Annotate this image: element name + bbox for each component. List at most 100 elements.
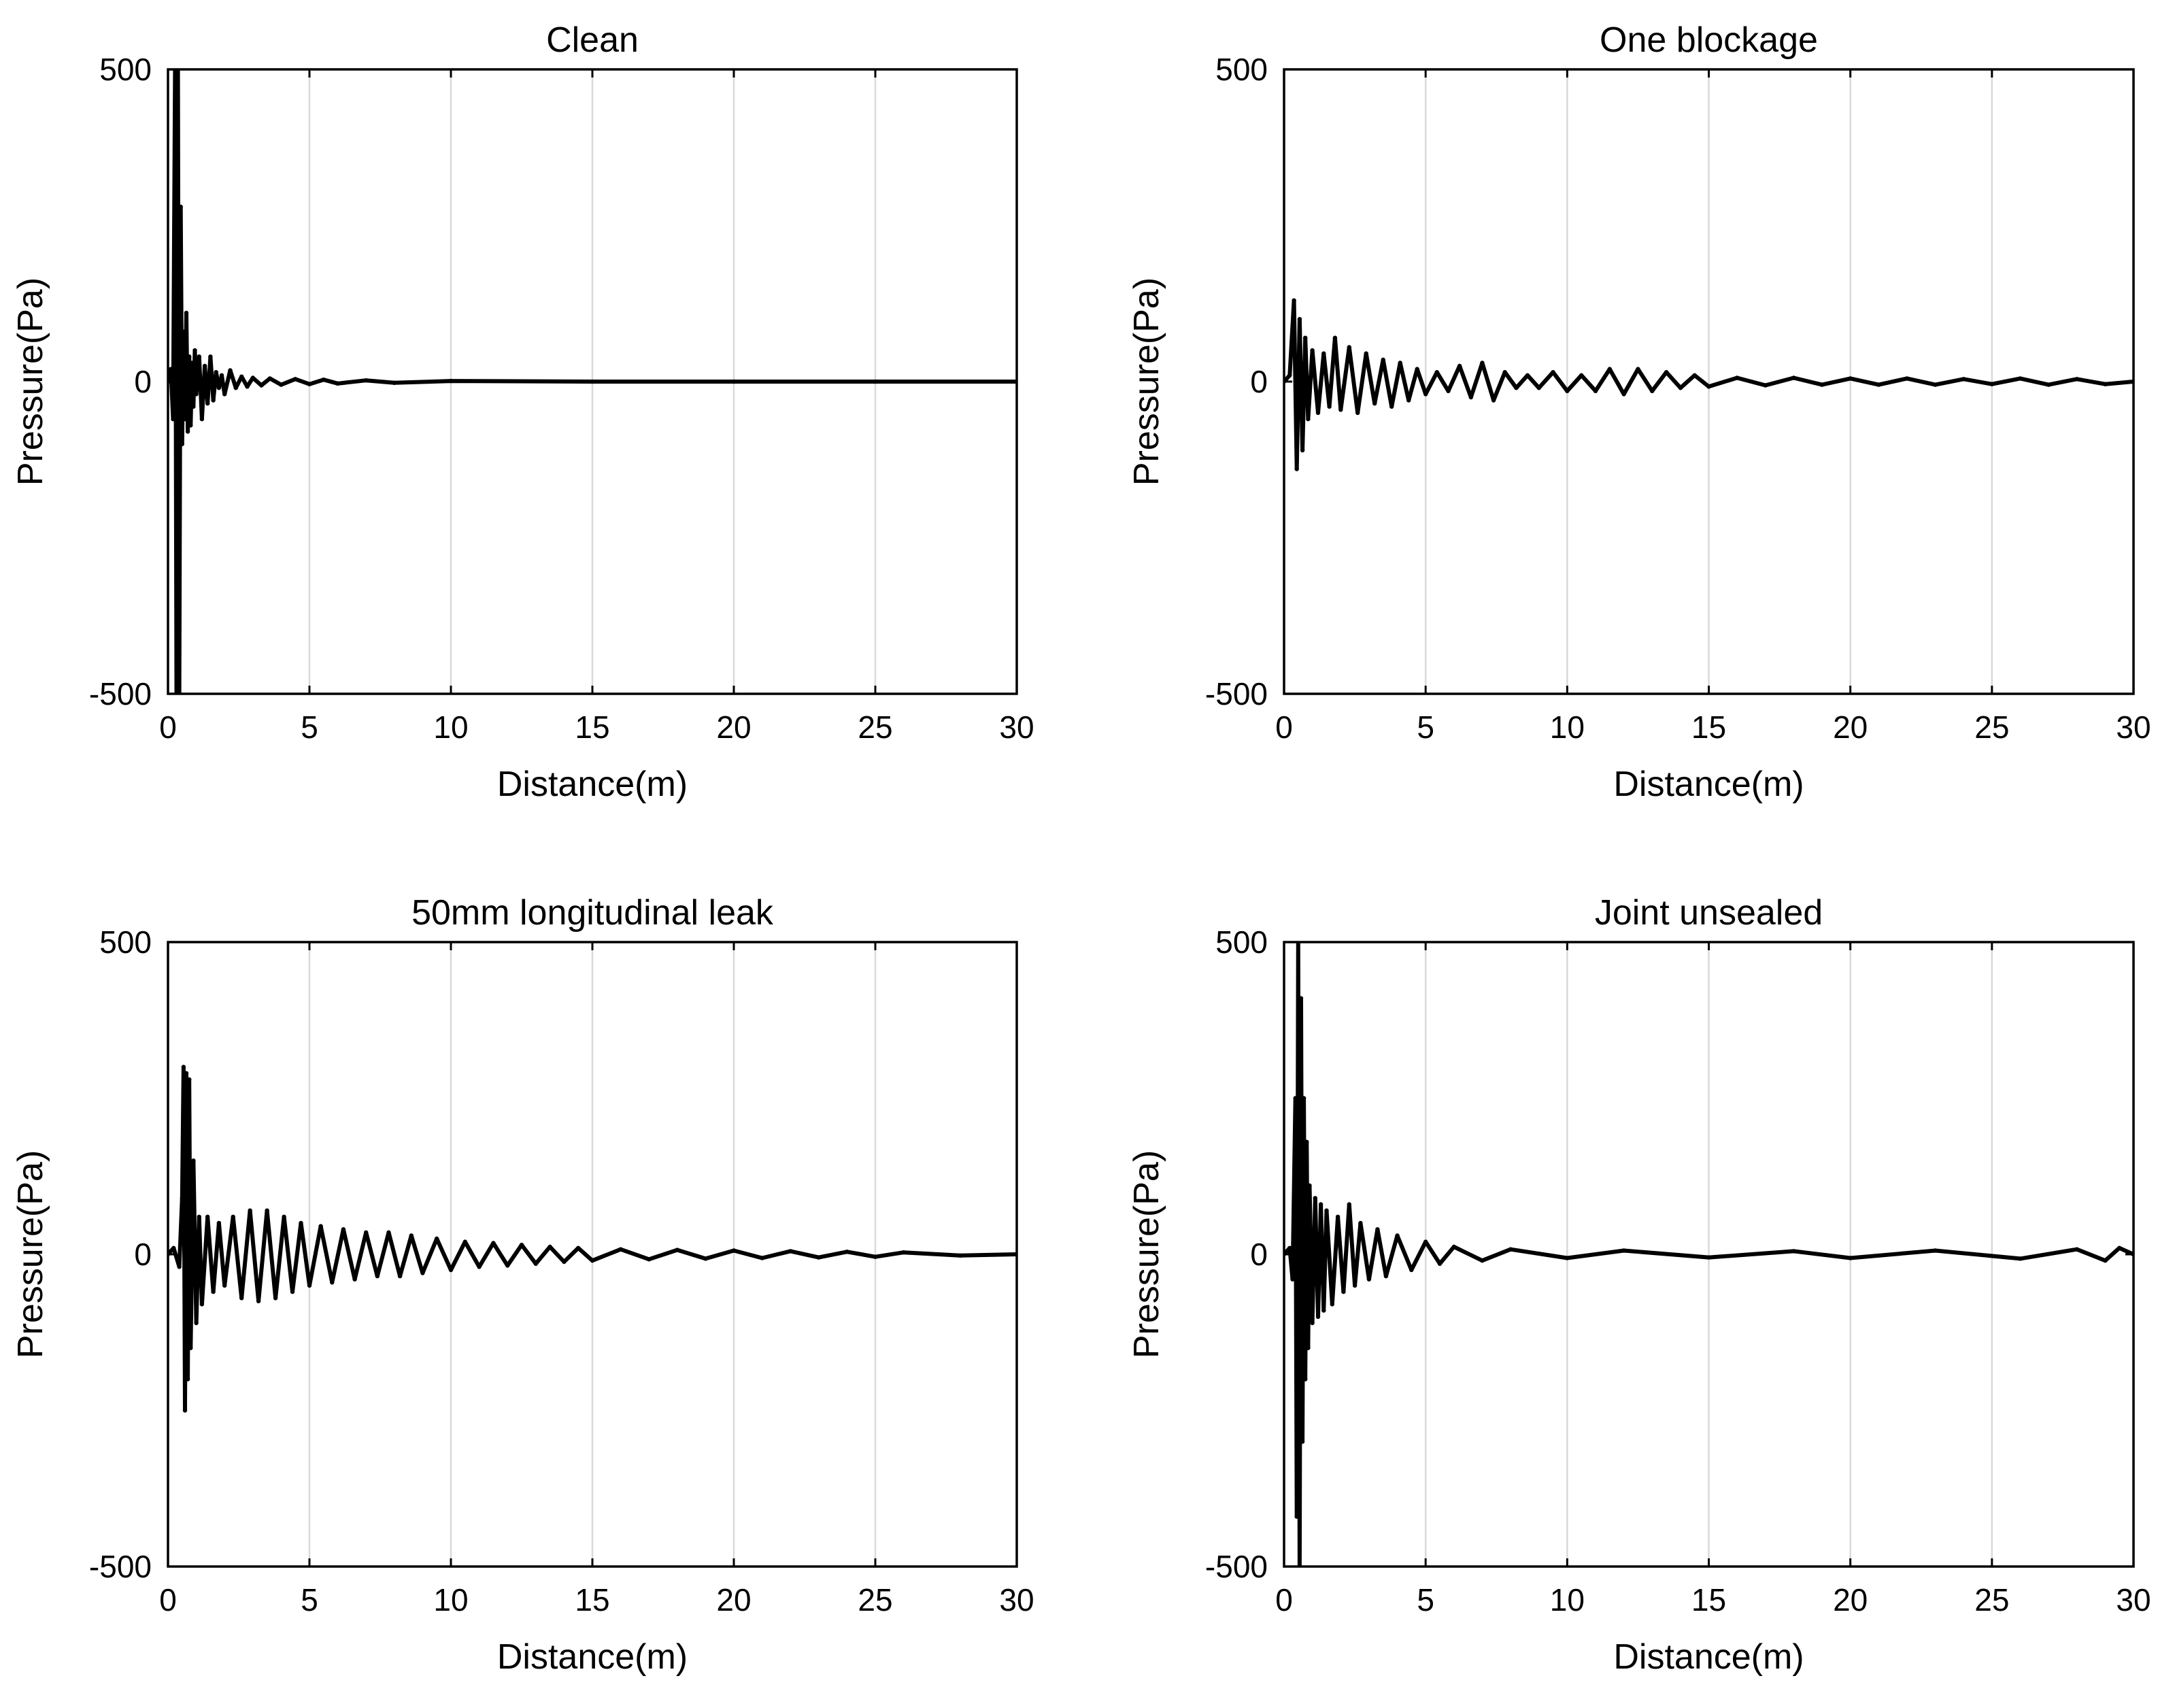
x-tick-label: 15 [1691, 709, 1726, 745]
data-point [1525, 373, 1530, 378]
data-point [1306, 1345, 1311, 1350]
data-point [1315, 410, 1321, 416]
data-point [2018, 1256, 2023, 1261]
data-point [182, 416, 188, 422]
y-tick-label: 0 [134, 364, 152, 399]
data-point [1664, 370, 1669, 375]
data-point [267, 376, 272, 381]
data-point [1423, 392, 1428, 397]
data-point [180, 441, 184, 446]
data-point [233, 386, 238, 390]
data-point [199, 416, 205, 422]
x-tick-label: 15 [1691, 1582, 1726, 1618]
data-point [1292, 298, 1296, 303]
chart-title: Clean [546, 20, 639, 60]
data-point [462, 1239, 467, 1244]
data-point [1650, 388, 1655, 393]
data-point [1347, 1202, 1352, 1207]
data-point [505, 1263, 510, 1268]
data-point [1332, 335, 1338, 340]
data-point [187, 354, 192, 359]
data-point [202, 363, 207, 369]
x-tick-label: 0 [1275, 709, 1293, 745]
data-point [181, 1065, 186, 1069]
data-point [1480, 361, 1485, 365]
data-point [197, 354, 201, 359]
data-point [282, 1214, 286, 1220]
data-point [1297, 317, 1302, 322]
data-point [547, 1244, 552, 1250]
data-point [590, 1258, 595, 1263]
data-point [1579, 373, 1584, 378]
data-point [1933, 382, 1938, 387]
data-point [239, 374, 244, 379]
data-point [448, 378, 454, 384]
x-axis-label: Distance(m) [497, 765, 688, 804]
data-point [190, 361, 195, 365]
data-point [216, 1220, 222, 1226]
data-point [191, 404, 196, 409]
data-point [293, 377, 298, 382]
data-point [228, 368, 233, 373]
data-point [1692, 373, 1697, 378]
x-tick-label: 0 [1275, 1582, 1293, 1618]
data-point [1383, 1273, 1389, 1279]
y-tick-label: 0 [134, 1237, 152, 1272]
data-point [2046, 382, 2051, 387]
x-tick-label: 10 [433, 1582, 468, 1618]
data-point [239, 1296, 244, 1301]
data-point [178, 204, 183, 210]
x-tick-label: 25 [1974, 1582, 2009, 1618]
y-axis-label: Pressure(Pa) [11, 278, 50, 486]
x-tick-label: 20 [1833, 1582, 1868, 1618]
y-tick-label: 500 [99, 52, 152, 87]
data-point [352, 1277, 357, 1282]
data-point [477, 1265, 482, 1269]
data-point [1468, 395, 1473, 400]
data-point [1451, 1244, 1456, 1250]
x-tick-label: 5 [1417, 709, 1434, 745]
chart-title: One blockage [1600, 20, 1818, 60]
data-point [1321, 351, 1326, 356]
data-point [2018, 376, 2023, 381]
x-tick-label: 30 [2116, 1582, 2151, 1618]
data-point [1310, 1320, 1315, 1326]
data-point [1536, 386, 1541, 390]
data-point [1395, 1233, 1400, 1238]
y-tick-label: 500 [1215, 52, 1268, 87]
data-point [185, 1377, 190, 1382]
data-point [1287, 373, 1292, 378]
data-point [1294, 1514, 1299, 1519]
data-point [1298, 996, 1304, 1001]
data-point [1607, 367, 1612, 371]
data-point [222, 1283, 227, 1288]
data-point [1366, 1277, 1372, 1282]
data-point [1446, 388, 1451, 393]
data-point [491, 1241, 496, 1245]
data-point [197, 1214, 201, 1220]
x-tick-label: 15 [575, 709, 609, 745]
series-line [168, 69, 1017, 694]
data-point [231, 1214, 235, 1220]
data-point [1293, 1096, 1298, 1101]
data-point [177, 1265, 182, 1269]
chart-panel-1: 0 5 10 15 20 25 30-5000500CleanDistance(m)Pres… [11, 20, 1034, 804]
data-point [576, 1245, 581, 1251]
data-point [222, 392, 227, 397]
data-point [330, 1280, 335, 1285]
data-point [2074, 1247, 2079, 1252]
y-tick-label: -500 [1205, 1549, 1268, 1584]
data-point [1290, 1277, 1295, 1282]
data-point [703, 1256, 708, 1261]
x-axis-label: Distance(m) [1613, 765, 1804, 804]
data-point [1491, 398, 1496, 403]
data-point [1621, 1248, 1626, 1253]
data-point [1565, 388, 1570, 393]
y-tick-label: -500 [89, 676, 152, 711]
data-point [180, 1196, 184, 1201]
data-point [375, 1273, 380, 1279]
data-point [1287, 1245, 1292, 1251]
data-point [562, 1259, 567, 1265]
